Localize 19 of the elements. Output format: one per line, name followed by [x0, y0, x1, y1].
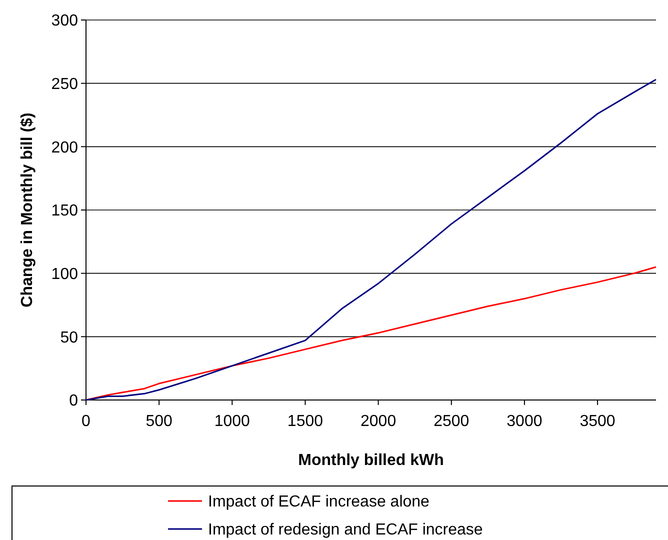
legend-label: Impact of redesign and ECAF increase	[208, 522, 483, 539]
x-tick-label: 3500	[580, 413, 616, 430]
y-tick-label: 250	[51, 76, 78, 93]
y-tick-label: 200	[51, 139, 78, 156]
y-tick-label: 100	[51, 266, 78, 283]
x-tick-label: 1000	[214, 413, 250, 430]
x-tick-label: 0	[82, 413, 91, 430]
y-tick-label: 50	[60, 329, 78, 346]
x-tick-label: 2500	[434, 413, 470, 430]
y-tick-label: 0	[69, 392, 78, 410]
x-tick-label: 2000	[360, 413, 396, 430]
y-tick-label: 150	[51, 202, 78, 220]
x-tick-label: 1500	[287, 413, 324, 430]
y-axis-title: Change in Monthly bill ($)	[19, 112, 36, 308]
x-axis-title: Monthly billed kWh	[298, 452, 444, 469]
x-tick-label: 500	[146, 413, 173, 430]
legend-label: Impact of ECAF increase alone	[208, 494, 430, 511]
x-tick-label: 3000	[506, 413, 542, 430]
y-tick-label: 300	[51, 12, 78, 30]
